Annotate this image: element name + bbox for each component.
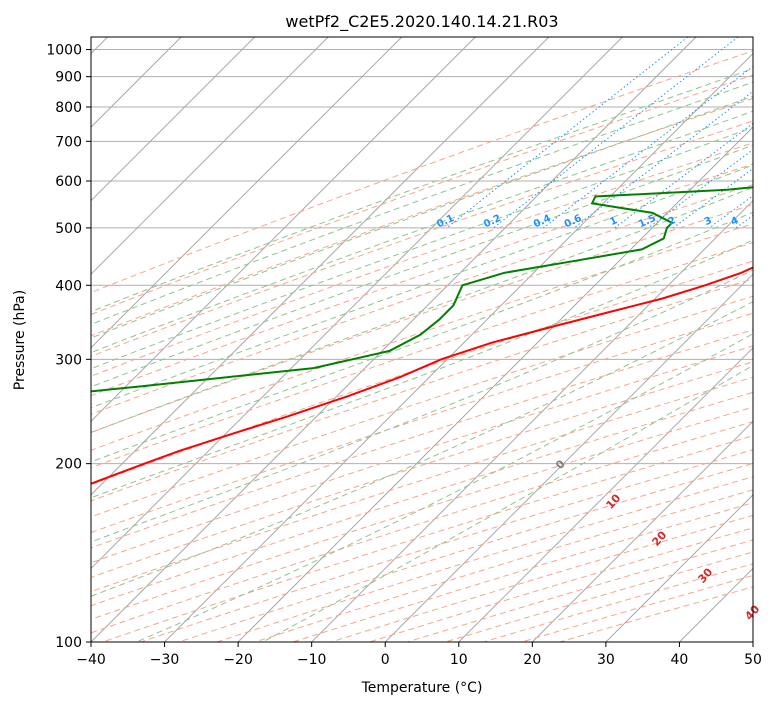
x-tick-label: 30 [597,652,615,668]
isotherm-line [531,420,753,642]
moist-adiabat-line [91,239,753,499]
y-tick-label: 500 [55,221,82,237]
moist-adiabat-line [91,95,753,339]
moist-adiabat-line [91,81,753,325]
dry-adiabat-line [91,120,753,357]
y-axis: 1000 900 800 700 600 500 400 300 200 100 [46,43,91,651]
moist-adiabat-line [91,126,753,370]
dry-adiabat-line [91,391,753,607]
dry-adiabat-line [91,97,753,337]
mixing-ratio-label: 4 [729,215,740,228]
mixing-ratio-label: 1 [608,215,619,228]
dry-adiabat-line [445,551,753,642]
dry-adiabat-line [91,329,753,549]
dry-adiabat-line [91,203,753,434]
moist-adiabat-label: 0 [553,457,568,472]
isotherm-line [91,37,476,423]
mixing-ratio-label: 2 [667,215,678,228]
y-tick-label: 1000 [46,43,82,59]
mixing-ratio-line [493,37,739,229]
moist-adiabat-line [136,333,753,642]
y-tick-label: 800 [55,100,82,116]
x-tick-label: 10 [450,652,468,668]
moist-adiabat-line [91,164,753,409]
moist-adiabat-line [91,211,753,463]
dry-adiabat-line [407,539,753,642]
x-tick-label: 20 [523,652,541,668]
moist-adiabat-line [91,269,753,543]
dry-adiabat-line [216,476,753,642]
moist-adiabat-line [91,186,753,433]
y-tick-label: 900 [55,70,82,86]
y-tick-label: 100 [55,635,82,651]
x-tick-label: −20 [223,652,253,668]
isotherm-line [311,199,753,642]
isotherm-line [91,37,623,570]
dry-adiabat-line [91,376,753,593]
dry-adiabat-line [521,574,753,642]
dry-adiabat-line [330,514,753,642]
dry-adiabat-line [91,74,753,316]
plot-frame [90,36,754,643]
moist-adiabat-line [91,301,753,597]
dry-adiabat-line [91,50,753,294]
isotherm-line [91,37,403,349]
isotherm-line [164,52,753,642]
y-tick-label: 700 [55,134,82,150]
moist-adiabat-label: 30 [695,565,715,585]
moist-adiabat-line [91,68,753,313]
x-tick-label: 0 [381,652,390,668]
dry-adiabat-line [91,142,753,377]
y-tick-label: 200 [55,457,82,473]
dry-adiabat-line [91,295,753,518]
x-tick-label: 50 [744,652,762,668]
mixing-ratio-line [543,65,753,229]
isotherm-line [384,273,753,642]
isotherm-line [91,37,256,202]
dry-adiabat-line [292,502,753,642]
dry-adiabat-line [91,361,753,578]
y-tick-label: 300 [55,352,82,368]
x-tick-label: −40 [76,652,106,668]
isotherm-line [752,641,753,642]
background-lines [91,37,753,642]
dry-adiabat-line [91,345,753,564]
chart-title: wetPf2_C2E5.2020.140.14.21.R03 [285,12,558,32]
isotherm-line [237,126,753,642]
dry-adiabat-line [91,278,753,502]
mixing-ratio-line [672,167,753,229]
dry-adiabat-line [91,184,753,415]
dry-adiabat-line [91,223,753,451]
isotherm-line [91,37,329,275]
mixing-ratio-line [735,214,753,229]
mixing-ratio-line [573,90,753,229]
dry-adiabat-line [178,462,753,642]
dry-adiabat-line [91,242,753,469]
isotherm-line [679,567,753,642]
y-tick-label: 400 [55,278,82,294]
isotherm-line [91,37,550,496]
x-tick-label: −10 [297,652,327,668]
x-axis: −40 −30 −20 −10 0 10 20 30 40 50 [76,642,762,668]
isotherm-line [605,494,753,642]
dry-adiabat-line [91,260,753,486]
mixing-ratio-label: 3 [703,215,714,228]
y-tick-label: 600 [55,174,82,190]
dry-adiabat-line [91,312,753,534]
dewpoint-line [91,186,753,393]
dry-adiabat-line [91,406,753,620]
dry-adiabat-line [91,163,753,397]
x-tick-label: 40 [671,652,689,668]
series-layer [91,186,753,485]
x-tick-label: −30 [150,652,180,668]
isotherm-line [91,37,697,642]
moist-adiabat-line [91,144,753,388]
y-axis-label: Pressure (hPa) [12,290,28,390]
moist-adiabat-line [262,364,753,642]
x-axis-label: Temperature (°C) [361,680,483,696]
isotherm-line [458,347,753,642]
dry-adiabat-line [102,435,753,642]
